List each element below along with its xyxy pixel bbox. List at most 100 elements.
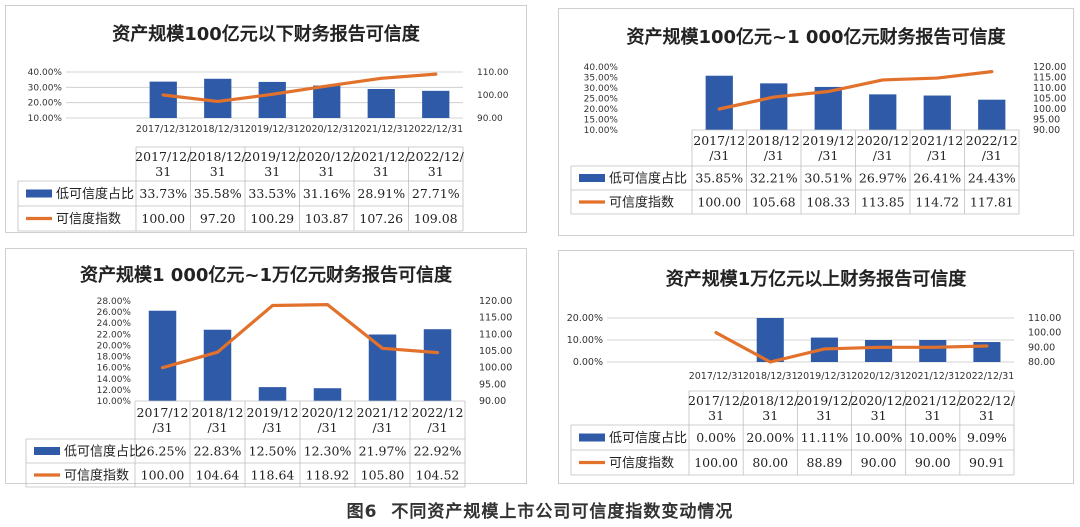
chart-svg: 40.00% 30.00% 20.00% 10.00% 110.00 100.00 90.0… [17, 68, 509, 232]
bar [760, 83, 788, 130]
table-value-cell: 100.00 [694, 455, 738, 470]
table-header-cell: 2017/12/31 [688, 393, 745, 423]
right-axis-tick-label: 100.00 [479, 363, 512, 374]
table-header-cell: 2019/12/31 [244, 149, 301, 179]
line-point [772, 95, 776, 99]
table-value-cell: 20.00% [746, 430, 794, 445]
table-value-cell: 100.00 [141, 468, 185, 483]
table-value-cell: 118.92 [306, 468, 350, 483]
header-line: 2017/12/ [135, 149, 192, 164]
left-axis-tick-label: 10.00% [97, 397, 132, 407]
table-value-cell: 30.51% [804, 171, 852, 186]
table-value-cell: 103.87 [305, 211, 349, 226]
header-line: 31 [925, 408, 941, 423]
right-axis-tick-label: 100.00 [477, 91, 509, 101]
index-line [717, 69, 994, 111]
line-point [768, 360, 772, 364]
left-axis-tick-label: 10.00% [28, 114, 63, 124]
header-line: 31 [708, 408, 724, 423]
right-axis-tick-label: 95.00 [479, 379, 506, 390]
table-value-cell: 90.00 [861, 455, 897, 470]
table-value-cell: 22.83% [194, 444, 242, 459]
table-header-cell: 2020/12/31 [851, 393, 908, 423]
right-axis-tick-label: 120.00 [1033, 62, 1066, 73]
table-value-cell: 31.16% [303, 186, 351, 201]
left-axis-tick-label: 28.00% [97, 297, 132, 307]
header-line: 31 [871, 408, 887, 423]
left-axis-tick-label: 24.00% [97, 319, 132, 329]
bar [923, 95, 951, 130]
right-axis-tick-label: 120.00 [479, 296, 512, 307]
left-axis-tick-label: 18.00% [97, 353, 132, 363]
table-value-cell: 10.00% [855, 430, 903, 445]
line-point [381, 346, 384, 350]
header-line: 31 [762, 408, 778, 423]
table-header-cell: 2022/12/31 [408, 149, 465, 179]
table-value-cell: 117.81 [970, 195, 1014, 210]
bar [422, 90, 450, 118]
figure-number: 图6 [346, 502, 378, 522]
left-axis-tick-label: 12.00% [97, 386, 132, 396]
line-point [161, 93, 165, 97]
legend-label: 可信度指数 [609, 195, 674, 211]
line-point [881, 78, 885, 82]
table-value-cell: 26.41% [913, 171, 961, 186]
table-value-cell: 105.68 [752, 195, 796, 210]
right-axis-tick-label: 110.00 [479, 329, 512, 340]
line-point [161, 366, 164, 370]
line-point [935, 76, 939, 80]
table-value-cell: 97.20 [200, 211, 236, 226]
right-axis-tick-label: 90.00 [1028, 342, 1055, 353]
bar [203, 329, 232, 401]
table-value-cell: 35.58% [194, 186, 242, 201]
category-label: 2019/12/31 [245, 124, 300, 135]
table-value-cell: 26.25% [139, 444, 187, 459]
table-value-cell: 104.64 [196, 468, 240, 483]
line-point [379, 76, 383, 80]
right-axis-tick-label: 90.00 [477, 114, 503, 124]
header-line: 31 [319, 164, 335, 179]
chart-title: 资产规模1万亿元以上财务报告可信度 [665, 269, 967, 290]
bar [258, 81, 286, 118]
header-line: 2018/12 [192, 405, 244, 420]
figure-caption: 图6 不同资产规模上市公司可信度指数变动情况 [0, 497, 1080, 522]
legend-label: 可信度指数 [609, 455, 674, 471]
table-value-cell: 26.97% [859, 171, 907, 186]
table-header-cell: 2022/12/31 [966, 133, 1018, 163]
table-value-cell: 88.89 [807, 455, 843, 470]
left-axis-tick-label: 40.00% [28, 68, 63, 78]
table-value-cell: 32.21% [750, 171, 798, 186]
bar [814, 86, 842, 130]
table-value-cell: 12.30% [304, 444, 352, 459]
right-axis-tick-label: 95.00 [1033, 115, 1060, 126]
right-axis-tick-label: 110.00 [1033, 83, 1066, 94]
bar [148, 310, 177, 401]
right-axis-tick-label: 115.00 [1033, 73, 1066, 84]
header-line: /31 [982, 148, 1002, 163]
table-value-cell: 35.85% [695, 171, 743, 186]
chart-title: 资产规模100亿元以下财务报告可信度 [112, 24, 420, 45]
right-axis-tick-label: 110.00 [1028, 313, 1061, 324]
left-axis-tick-label: 30.00% [584, 84, 619, 94]
category-label: 2021/12/31 [905, 371, 960, 382]
header-line: 2017/12 [693, 133, 745, 148]
table-value-cell: 10.00% [909, 430, 957, 445]
left-axis-tick-label: 20.00% [97, 341, 132, 351]
chart-svg: 40.00%35.00%30.00%25.00%20.00%15.00%10.0… [570, 62, 1066, 215]
table-value-cell: 9.09% [967, 430, 1007, 445]
legend-label: 低可信度占比 [56, 186, 134, 202]
left-axis-tick-label: 26.00% [97, 308, 132, 318]
category-label: 2022/12/31 [960, 371, 1015, 382]
header-line: 2021/12/ [353, 149, 410, 164]
legend-label: 低可信度占比 [609, 171, 687, 187]
table-value-cell: 12.50% [249, 444, 297, 459]
left-axis-tick-label: 0.00% [573, 357, 603, 368]
category-label: 2021/12/31 [354, 124, 409, 135]
header-line: /31 [818, 148, 838, 163]
table-header-cell: 2017/12/31 [137, 405, 189, 435]
chart-panel-large: 资产规模1 000亿元~1万亿元财务报告可信度 28.00% 26.00% 24.0… [5, 248, 527, 488]
header-line: 2022/12 [966, 133, 1018, 148]
table-header-cell: 2018/12/31 [748, 133, 800, 163]
category-label: 2020/12/31 [851, 371, 906, 382]
category-label: 2020/12/31 [299, 124, 354, 135]
